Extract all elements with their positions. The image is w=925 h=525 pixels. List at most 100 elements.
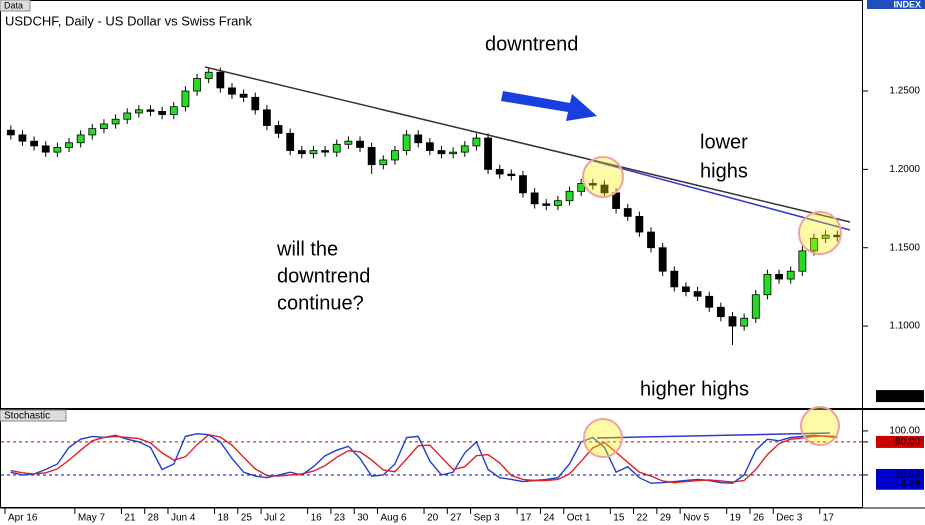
x-tick-label: 27 xyxy=(450,513,462,524)
candle-body xyxy=(519,175,527,194)
x-tick-label: 16 xyxy=(311,513,323,524)
x-tick-label: 24 xyxy=(543,513,555,524)
x-tick-label: Aug 6 xyxy=(380,513,407,524)
x-tick-label: 20 xyxy=(427,513,439,524)
x-tick-label: 25 xyxy=(241,513,253,524)
x-tick-label: May 7 xyxy=(78,513,106,524)
annotation: highs xyxy=(700,160,748,182)
x-tick-label: 17 xyxy=(823,513,835,524)
candle-body xyxy=(670,270,679,288)
candle-body xyxy=(53,147,62,153)
y-tick-label: 1.1500 xyxy=(889,242,920,253)
candle-body xyxy=(751,294,760,319)
x-tick-label: 23 xyxy=(334,513,346,524)
y-tick-label: 1.2500 xyxy=(889,86,920,97)
x-tick-label: 15 xyxy=(613,513,625,524)
candle-body xyxy=(600,184,609,194)
candle-body xyxy=(705,295,714,308)
y-tick-bg xyxy=(876,435,924,448)
candle-body xyxy=(193,78,201,92)
candle-body xyxy=(216,71,225,89)
index-box xyxy=(867,0,925,9)
index-label: INDEX xyxy=(893,0,921,9)
candle-body xyxy=(344,140,353,145)
stochastic-trendline xyxy=(596,432,831,439)
candle-body xyxy=(530,192,539,205)
candle-body xyxy=(577,183,586,192)
candle-body xyxy=(786,270,795,280)
label-box xyxy=(0,409,67,422)
candle-body xyxy=(228,87,236,95)
x-tick-label: 30 xyxy=(357,513,369,524)
candle-body xyxy=(635,215,644,233)
candle-body xyxy=(460,145,469,153)
candle-body xyxy=(274,125,283,134)
x-tick-label: Apr 16 xyxy=(8,513,38,524)
candle-body xyxy=(262,109,271,126)
candle-body xyxy=(100,123,108,130)
annotation: lower xyxy=(700,131,748,153)
candle-body xyxy=(728,316,737,327)
x-tick-label: Jun 4 xyxy=(171,513,196,524)
y-tick-label: 100.00 xyxy=(889,426,920,437)
candle-body xyxy=(158,111,167,115)
highlight-circle xyxy=(800,406,840,446)
candle-body xyxy=(6,129,15,136)
candle-body xyxy=(507,173,516,177)
candle-body xyxy=(449,151,458,155)
x-tick-label: 22 xyxy=(637,513,649,524)
candle-body xyxy=(484,137,492,170)
candle-body xyxy=(391,150,399,161)
candle-body xyxy=(810,237,818,252)
candle-body xyxy=(111,118,120,125)
label-box xyxy=(0,0,31,12)
annotation: higher highs xyxy=(640,378,749,400)
candle-body xyxy=(798,250,807,272)
last-value-label: 1.0553 xyxy=(889,391,920,402)
highlight-circle xyxy=(798,211,842,255)
candle-body xyxy=(123,112,132,120)
panel-label: Data xyxy=(4,0,23,10)
annotation: will the xyxy=(276,238,338,260)
stochastic-line xyxy=(10,432,838,484)
candle-body xyxy=(647,231,655,249)
x-tick-label: 29 xyxy=(660,513,672,524)
candle-body xyxy=(297,150,306,155)
marks: 1.2500 1.2000 1.1500 1.1000 1.0553 Apr 16 May … xyxy=(1,67,924,524)
x-tick-label: 26 xyxy=(753,513,765,524)
candle-body xyxy=(495,168,504,175)
x-tick-label: 28 xyxy=(148,513,160,524)
candle-body xyxy=(41,145,50,153)
candle-body xyxy=(169,106,178,115)
y-tick-label: 80.00 xyxy=(895,437,920,448)
panel-title: Stochastic xyxy=(4,411,50,422)
candle-body xyxy=(821,234,830,239)
last-value-label: 4.06 xyxy=(901,478,921,489)
candle-body xyxy=(414,134,423,144)
candle-body xyxy=(775,273,783,280)
highlight-circle xyxy=(583,418,623,458)
highlight-circle xyxy=(582,156,624,198)
y-tick-label: 20.00 xyxy=(895,470,920,481)
candle-body xyxy=(65,142,73,148)
candle-body xyxy=(321,150,330,153)
candle-body xyxy=(76,134,85,144)
trendline xyxy=(204,66,851,223)
annotation: continue? xyxy=(277,292,364,314)
candle-body xyxy=(356,140,364,148)
candle-body xyxy=(425,142,434,151)
candle-body xyxy=(239,93,248,98)
last-value-bg xyxy=(876,390,924,403)
candle-body xyxy=(251,96,260,111)
candle-body xyxy=(565,190,574,202)
candle-body xyxy=(542,203,551,206)
candle-body xyxy=(588,183,597,186)
candle-body xyxy=(367,147,376,166)
candle-body xyxy=(286,132,295,151)
candle-body xyxy=(437,150,446,155)
annotation: downtrend xyxy=(485,33,578,55)
x-tick-label: Dec 3 xyxy=(776,513,803,524)
arrow xyxy=(501,91,597,121)
last-value-bg xyxy=(876,477,924,490)
